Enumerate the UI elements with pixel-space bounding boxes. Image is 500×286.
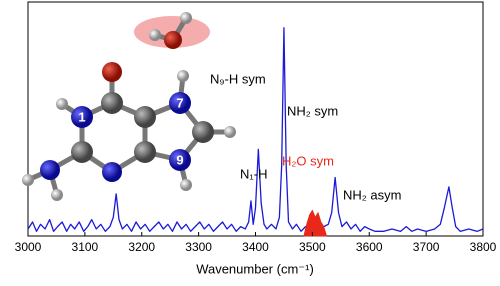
x-tick-label: 3400 <box>242 240 269 254</box>
x-tick-label: 3200 <box>128 240 155 254</box>
x-tick-label: 3300 <box>185 240 212 254</box>
atom-label: 1 <box>78 109 85 124</box>
x-tick-label: 3100 <box>72 240 99 254</box>
annotation: NH₂ asym <box>343 187 402 202</box>
x-tick-label: 3600 <box>356 240 383 254</box>
annotation: N₁-H <box>240 166 268 181</box>
annotation: N₉-H sym <box>210 71 266 86</box>
atom-label: 9 <box>176 152 183 167</box>
annotation: H₂O sym <box>282 153 334 168</box>
x-axis-label: Wavenumber (cm⁻¹) <box>196 261 314 276</box>
line <box>27 27 484 232</box>
x-tick-label: 3000 <box>15 240 42 254</box>
atom-label: 7 <box>176 95 183 110</box>
x-tick-label: 3800 <box>470 240 497 254</box>
area <box>303 209 327 237</box>
annotation: NH₂ sym <box>287 103 338 118</box>
x-tick-label: 3500 <box>299 240 326 254</box>
molecule: 1 7 9 <box>22 12 236 201</box>
plot-area <box>27 27 484 237</box>
x-tick-label: 3700 <box>413 240 440 254</box>
